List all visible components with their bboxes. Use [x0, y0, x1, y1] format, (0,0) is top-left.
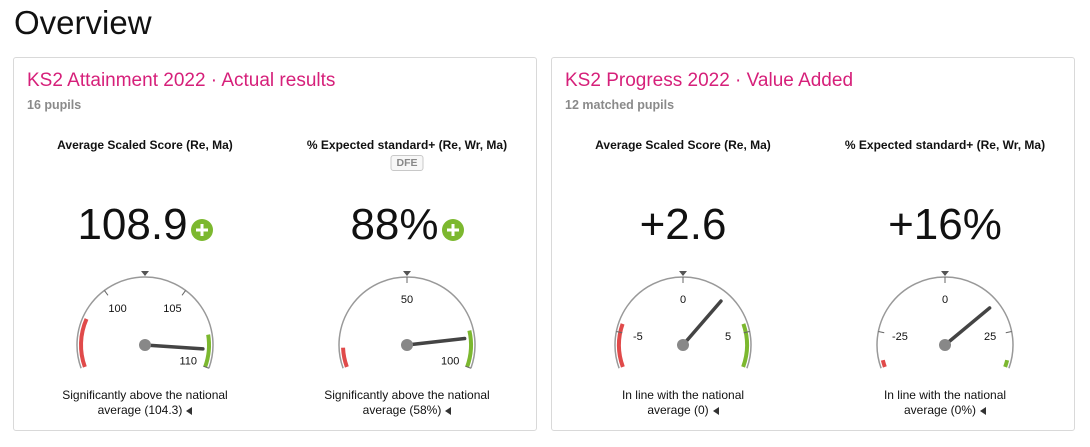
- gauge-tick-label: 5: [725, 331, 731, 343]
- status-line-2: average (104.3): [97, 403, 183, 417]
- gauge-hub: [139, 339, 151, 351]
- gauge-arc: [876, 276, 1014, 369]
- gauge-target-marker: [141, 271, 149, 276]
- status-line-1: In line with the national: [883, 388, 1007, 402]
- gauge-tick-label: 0: [942, 294, 948, 306]
- metric-number: +16%: [888, 200, 1002, 250]
- gauge-tick: [743, 331, 750, 334]
- gauge-tick-label: -25: [892, 331, 908, 343]
- gauge-arc: [76, 276, 214, 369]
- metric-label: Average Scaled Score (Re, Ma): [57, 138, 233, 152]
- status-line-1: In line with the national: [621, 388, 745, 402]
- gauge-tick: [1005, 331, 1012, 334]
- plus-icon[interactable]: [190, 219, 213, 242]
- gauge-green-band: [741, 323, 749, 368]
- status-text: Significantly above the national average…: [276, 388, 538, 418]
- gauge-red-band: [341, 347, 349, 368]
- gauge-tick-label: 100: [108, 303, 126, 315]
- gauge-needle: [681, 299, 723, 347]
- plus-icon[interactable]: [441, 219, 464, 242]
- gauge-tick-label: -5: [633, 331, 643, 343]
- gauge-tick: [203, 365, 210, 369]
- gauge-tick-label: 100: [441, 356, 459, 368]
- status-line-1: Significantly above the national: [62, 388, 228, 402]
- gauge: -5 0 5: [614, 271, 752, 369]
- gauge-red-band: [79, 318, 89, 368]
- gauge-target-marker: [403, 271, 411, 276]
- gauge-arc: [614, 276, 752, 369]
- gauge-needle: [405, 336, 467, 347]
- status-line-1: Significantly above the national: [324, 388, 490, 402]
- gauge-needle: [943, 306, 992, 347]
- card-subtitle: 16 pupils: [27, 98, 82, 112]
- gauge-green-band: [1003, 359, 1010, 368]
- gauge-tick: [465, 365, 472, 369]
- expand-arrow-icon[interactable]: [186, 406, 193, 415]
- gauge-tick-label: 50: [401, 294, 413, 306]
- gauge-tick: [103, 290, 109, 296]
- expand-arrow-icon[interactable]: [445, 406, 452, 415]
- gauge-tick-label: 25: [984, 331, 996, 343]
- gauge-needle: [143, 343, 205, 351]
- metric-panel-expected-standard: % Expected standard+ (Re, Wr, Ma) DFE 88…: [276, 58, 538, 430]
- gauge-tick: [181, 290, 187, 296]
- gauge-hub: [939, 339, 951, 351]
- gauge-tick: [878, 331, 885, 334]
- status-text: In line with the national average (0%): [814, 388, 1076, 418]
- gauge: -25 0 25: [876, 271, 1014, 369]
- status-line-2: average (0): [647, 403, 709, 417]
- metric-panel-avg-scaled-score: Average Scaled Score (Re, Ma) 108.9 100 1…: [14, 58, 276, 430]
- status-line-2: average (0%): [903, 403, 977, 417]
- gauge-hub: [677, 339, 689, 351]
- metric-label: Average Scaled Score (Re, Ma): [595, 138, 771, 152]
- gauge-green-band: [465, 330, 473, 368]
- page-title: Overview: [14, 4, 152, 41]
- metric-panel-expected-standard: % Expected standard+ (Re, Wr, Ma) +16% -…: [814, 58, 1076, 430]
- metric-value: +16%: [814, 198, 1076, 250]
- gauge-red-band: [880, 359, 887, 368]
- metric-value: +2.6: [552, 198, 814, 250]
- gauge: 50 100: [338, 271, 476, 369]
- gauge-tick-label: 105: [163, 303, 181, 315]
- gauge-tick: [616, 331, 623, 334]
- gauge-target-marker: [679, 271, 687, 276]
- card-title[interactable]: KS2 Progress 2022 · Value Added: [565, 70, 854, 91]
- gauge-arc: [338, 276, 476, 369]
- gauge: 100 105 110: [76, 271, 214, 369]
- card-subtitle: 12 matched pupils: [565, 98, 675, 112]
- gauge-red-band: [617, 323, 625, 368]
- status-text: In line with the national average (0): [552, 388, 814, 418]
- status-line-2: average (58%): [362, 403, 442, 417]
- dfe-badge: DFE: [390, 155, 424, 171]
- metric-label: % Expected standard+ (Re, Wr, Ma): [306, 138, 508, 152]
- gauge-target-marker: [941, 271, 949, 276]
- gauge-tick-label: 0: [680, 294, 686, 306]
- expand-arrow-icon[interactable]: [712, 406, 719, 415]
- status-text: Significantly above the national average…: [14, 388, 276, 418]
- metric-value: 88%: [276, 198, 538, 250]
- gauge-hub: [401, 339, 413, 351]
- progress-card: KS2 Progress 2022 · Value Added 12 match…: [551, 57, 1075, 431]
- attainment-card: KS2 Attainment 2022 · Actual results 16 …: [13, 57, 537, 431]
- gauge-tick-label: 110: [179, 356, 197, 368]
- metric-label: % Expected standard+ (Re, Wr, Ma): [844, 138, 1046, 152]
- card-title[interactable]: KS2 Attainment 2022 · Actual results: [27, 70, 336, 91]
- metric-number: 88%: [350, 200, 439, 250]
- gauge-green-band: [203, 334, 211, 368]
- metric-panel-avg-scaled-score: Average Scaled Score (Re, Ma) +2.6 -5 0 5 …: [552, 58, 814, 430]
- metric-number: +2.6: [639, 200, 727, 250]
- expand-arrow-icon[interactable]: [980, 406, 987, 415]
- metric-number: 108.9: [77, 200, 188, 250]
- metric-value: 108.9: [14, 198, 276, 250]
